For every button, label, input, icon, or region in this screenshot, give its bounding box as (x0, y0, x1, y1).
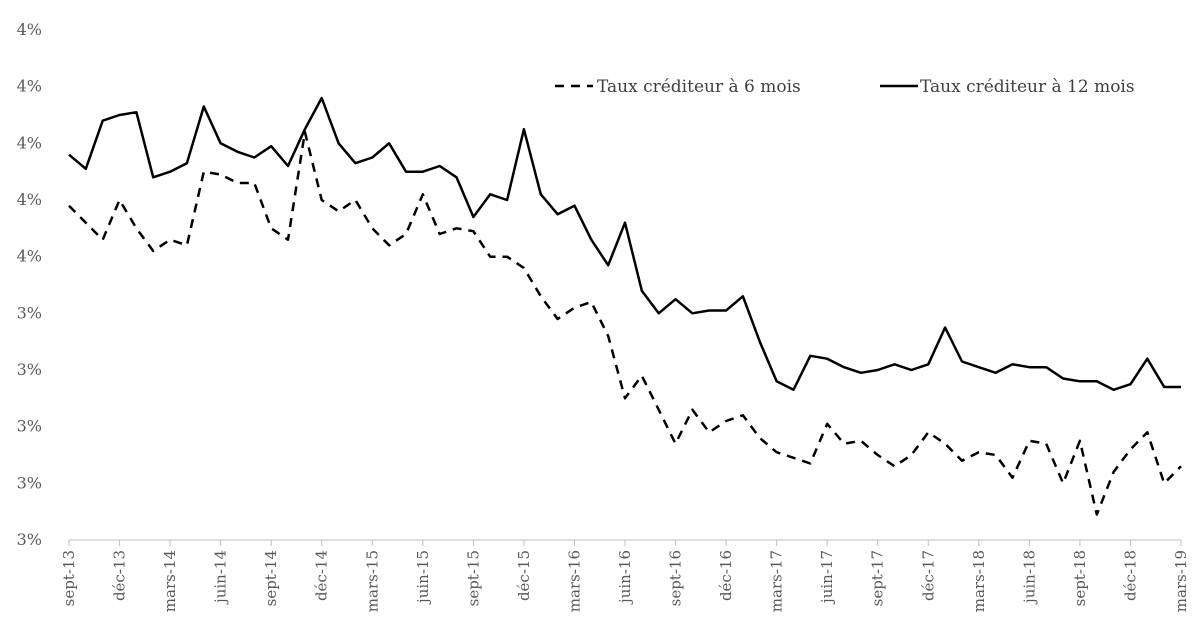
x-tick-label: mars-17 (768, 550, 786, 612)
x-tick-label: juin-14 (212, 550, 230, 605)
x-tick-label: déc-13 (111, 550, 129, 601)
x-tick-label: mars-16 (565, 550, 583, 612)
x-tick-label: juin-16 (616, 550, 634, 605)
x-tick-label: mars-14 (161, 550, 179, 612)
x-tick-label: sept-18 (1071, 550, 1089, 606)
y-tick-label: 4% (17, 133, 42, 152)
y-tick-label: 4% (17, 190, 42, 209)
x-tick-label: juin-15 (414, 550, 432, 605)
y-tick-label: 4% (17, 20, 42, 39)
series-line-6-mois (68, 130, 1182, 516)
y-tick-label: 3% (17, 303, 42, 322)
x-tick-label: sept-17 (869, 550, 887, 606)
y-tick-label: 3% (17, 417, 42, 436)
x-tick-label: sept-13 (60, 550, 78, 606)
y-tick-label: 3% (17, 530, 42, 549)
x-tick-label: juin-17 (818, 550, 836, 605)
y-tick-label: 3% (17, 360, 42, 379)
y-axis-tick-labels: 3% 3% 3% 3% 3% 4% 4% 4% 4% 4% (17, 20, 42, 549)
series-lines (68, 96, 1182, 516)
x-tick-label: juin-18 (1020, 550, 1038, 605)
legend-label-12-mois: Taux créditeur à 12 mois (920, 77, 1135, 97)
series-line-12-mois (68, 96, 1181, 392)
y-tick-label: 4% (17, 247, 42, 266)
x-tick-label: sept-14 (262, 550, 280, 606)
x-tick-label: déc-15 (515, 550, 533, 601)
x-tick-label: mars-18 (970, 550, 988, 612)
x-tick-label: déc-18 (1121, 550, 1139, 601)
y-tick-label: 4% (17, 77, 42, 96)
y-tick-label: 3% (17, 473, 42, 492)
x-tick-label: déc-16 (717, 550, 735, 601)
legend-label-6-mois: Taux créditeur à 6 mois (597, 77, 801, 97)
legend: Taux créditeur à 6 mois Taux créditeur à… (555, 77, 1135, 97)
x-tick-label: mars-15 (363, 550, 381, 612)
x-tick-label: mars-19 (1172, 550, 1190, 612)
x-axis-tick-labels: sept-13 déc-13 mars-14 juin-14 sept-14 déc-14… (60, 540, 1190, 612)
x-tick-label: déc-17 (919, 550, 937, 601)
x-tick-label: sept-16 (667, 550, 685, 606)
x-tick-label: sept-15 (464, 550, 482, 606)
x-tick-label: déc-14 (313, 550, 331, 601)
